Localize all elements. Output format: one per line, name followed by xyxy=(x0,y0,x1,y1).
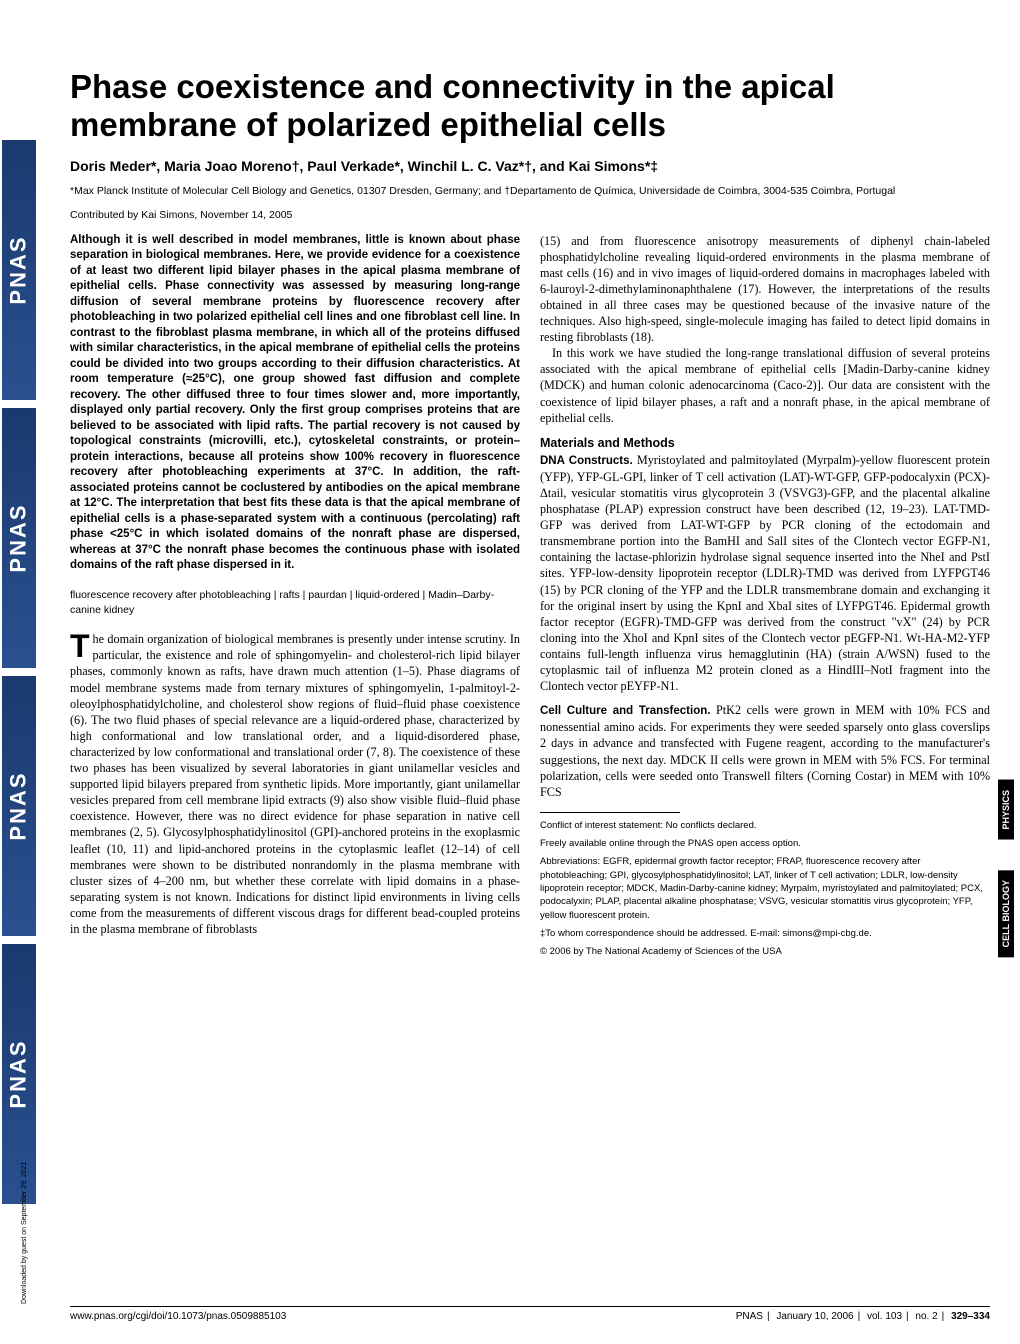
pnas-logo: PNAS xyxy=(2,140,36,400)
footnote-separator xyxy=(540,812,680,813)
page-content: Phase coexistence and connectivity in th… xyxy=(70,68,990,963)
subsection-cell-culture: Cell Culture and Transfection. xyxy=(540,705,710,717)
page-footer: www.pnas.org/cgi/doi/10.1073/pnas.050988… xyxy=(70,1306,990,1322)
section-heading-materials: Materials and Methods xyxy=(540,436,990,450)
category-label-cellbio: CELL BIOLOGY xyxy=(998,870,1014,957)
footnote-copyright: © 2006 by The National Academy of Scienc… xyxy=(540,945,990,958)
dropcap: T xyxy=(70,631,93,660)
pnas-logo-bar: PNAS PNAS PNAS PNAS xyxy=(0,140,38,1280)
category-label-physics: PHYSICS xyxy=(998,780,1014,840)
footer-citation: PNAS| January 10, 2006| vol. 103| no. 2|… xyxy=(736,1311,990,1322)
footnote-access: Freely available online through the PNAS… xyxy=(540,837,990,850)
footnote-correspondence: ‡To whom correspondence should be addres… xyxy=(540,927,990,940)
article-title: Phase coexistence and connectivity in th… xyxy=(70,68,990,144)
footnote-conflict: Conflict of interest statement: No confl… xyxy=(540,819,990,832)
footnote-abbreviations: Abbreviations: EGFR, epidermal growth fa… xyxy=(540,855,990,921)
abstract: Although it is well described in model m… xyxy=(70,233,520,574)
cell-culture-section: Cell Culture and Transfection. PtK2 cell… xyxy=(540,702,990,800)
intro-paragraph: The domain organization of biological me… xyxy=(70,631,520,937)
keywords: fluorescence recovery after photobleachi… xyxy=(70,588,520,617)
contributed-line: Contributed by Kai Simons, November 14, … xyxy=(70,209,990,221)
footer-doi: www.pnas.org/cgi/doi/10.1073/pnas.050988… xyxy=(70,1311,286,1322)
pnas-logo: PNAS xyxy=(2,408,36,668)
affiliations: *Max Planck Institute of Molecular Cell … xyxy=(70,184,990,199)
pnas-logo: PNAS xyxy=(2,944,36,1204)
download-notice: Downloaded by guest on September 29, 202… xyxy=(21,1162,28,1304)
intro-continuation: (15) and from fluorescence anisotropy me… xyxy=(540,233,990,426)
pnas-logo: PNAS xyxy=(2,676,36,936)
subsection-dna: DNA Constructs. xyxy=(540,455,633,467)
author-list: Doris Meder*, Maria Joao Moreno†, Paul V… xyxy=(70,158,990,174)
left-column: Although it is well described in model m… xyxy=(70,233,520,964)
dna-constructs-section: DNA Constructs. Myristoylated and palmit… xyxy=(540,452,990,694)
right-column: (15) and from fluorescence anisotropy me… xyxy=(540,233,990,964)
